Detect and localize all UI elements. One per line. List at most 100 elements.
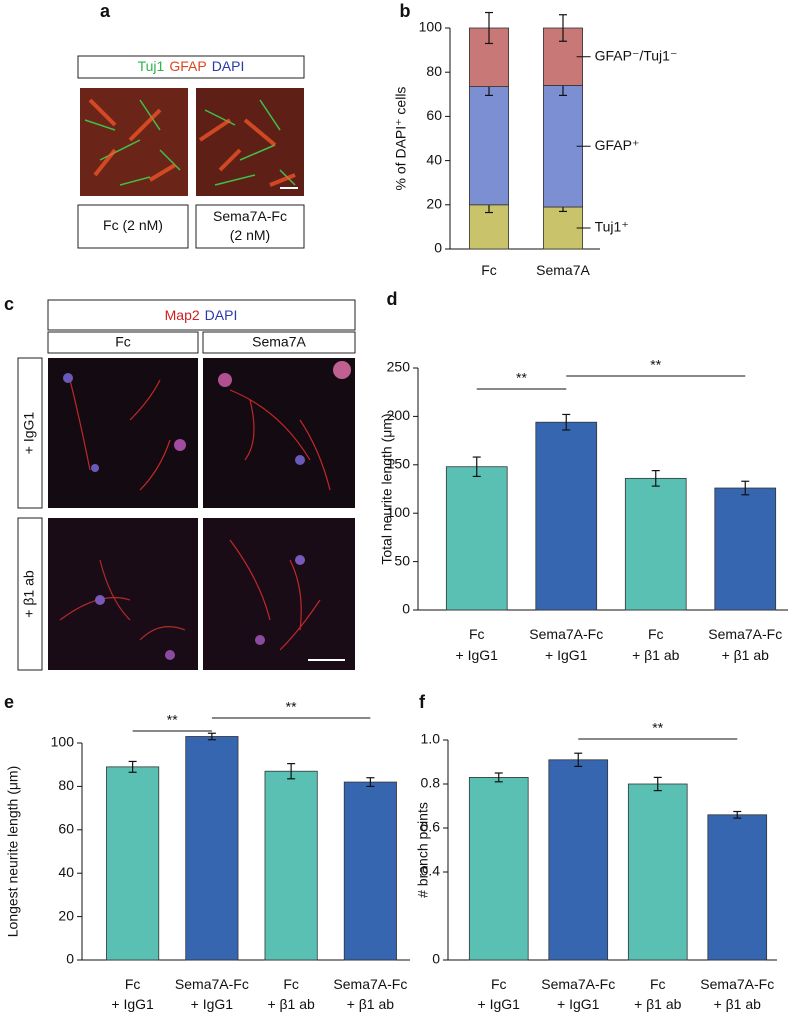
x-tick-label: Fc [481, 262, 497, 278]
significance-label: ** [516, 370, 527, 386]
text-line: + β1 ab [267, 996, 315, 1012]
micrograph [48, 358, 198, 508]
x-tick-label: Fc + IgG1 [456, 626, 499, 663]
x-tick-label: Sema7A-Fc + IgG1 [529, 626, 603, 663]
text-line: + β1 ab [634, 996, 682, 1012]
y-tick-label: 0 [432, 951, 440, 967]
bar-segment [542, 206, 584, 250]
text-line: + IgG1 [191, 996, 234, 1012]
y-tick-label: 100 [387, 504, 411, 520]
y-tick-label: 50 [394, 552, 410, 568]
text-line: (2 nM) [230, 227, 270, 243]
y-tick-label: 0 [434, 240, 442, 256]
text-line: Sema7A-Fc [175, 976, 249, 992]
bar [535, 421, 598, 611]
x-tick-label: Fc + β1 ab [267, 976, 315, 1012]
y-tick-label: 80 [426, 63, 442, 79]
legend-label: GFAP⁺ [595, 137, 640, 153]
panel-label: f [419, 692, 426, 712]
y-tick-label: 100 [419, 19, 443, 35]
text-line: + IgG1 [111, 996, 154, 1012]
text-line: Fc [283, 976, 299, 992]
x-tick-label: Sema7A-Fc + IgG1 [175, 976, 249, 1012]
stain: GFAP [169, 58, 206, 74]
text-line: Fc [650, 976, 666, 992]
bar [185, 736, 239, 961]
y-tick-label: 1.0 [421, 731, 441, 747]
condition-box [195, 204, 305, 249]
bar [548, 759, 609, 961]
legend-label: Tuj1⁺ [595, 219, 629, 235]
y-axis-title: % of DAPI⁺ cells [393, 87, 409, 191]
text-line: Fc [491, 976, 507, 992]
x-tick-label: Fc + IgG1 [478, 976, 521, 1012]
text-line: + IgG1 [478, 996, 521, 1012]
row-label: + IgG1 [21, 412, 37, 455]
text-line: Fc [469, 626, 485, 642]
y-tick-label: 60 [426, 107, 442, 123]
text-line: Fc [125, 976, 141, 992]
stain: DAPI [205, 307, 238, 323]
text-line: Sema7A-Fc [333, 976, 407, 992]
x-tick-label: Sema7A [536, 262, 590, 278]
y-axis-title: # branch points [415, 802, 431, 898]
column-label: Fc [115, 334, 131, 350]
text-line: Sema7A-Fc [700, 976, 774, 992]
micrograph [196, 88, 304, 196]
legend-label: GFAP⁻/Tuj1⁻ [595, 47, 678, 63]
micrograph [203, 518, 355, 670]
text-line: + β1 ab [632, 647, 680, 663]
y-tick-label: 150 [387, 456, 411, 472]
column-label: Sema7A [252, 334, 306, 350]
panel-label: a [100, 1, 111, 21]
text-line: Fc [648, 626, 664, 642]
condition-label: Sema7A-Fc (2 nM) [213, 208, 287, 243]
y-tick-label: 20 [426, 196, 442, 212]
y-tick-label: 60 [58, 821, 74, 837]
condition-label: Fc (2 nM) [103, 217, 163, 233]
stain: Map2 [165, 307, 200, 323]
row-label: + β1 ab [21, 570, 37, 618]
bar [445, 466, 508, 611]
y-tick-label: 40 [58, 864, 74, 880]
y-tick-label: 0 [66, 951, 74, 967]
stain: DAPI [212, 58, 245, 74]
y-axis-title: Longest neurite length (μm) [5, 766, 21, 938]
text-line: + IgG1 [557, 996, 600, 1012]
stain-box [77, 55, 305, 79]
micrograph [203, 358, 355, 508]
x-tick-label: Fc + β1 ab [632, 626, 680, 663]
panel-label: c [4, 294, 14, 314]
text-line: Sema7A-Fc [213, 208, 287, 224]
micrograph [48, 518, 198, 670]
y-tick-label: 200 [387, 407, 411, 423]
bar [106, 766, 160, 961]
x-tick-label: Sema7A-Fc + β1 ab [333, 976, 407, 1012]
text-line: Fc (2 nM) [103, 217, 163, 233]
text-line: + β1 ab [347, 996, 395, 1012]
column-box [47, 331, 199, 354]
stain-box [47, 299, 356, 331]
stain-legend: Map2 DAPI [165, 307, 238, 323]
text-line: + β1 ab [722, 647, 770, 663]
row-box [17, 357, 43, 509]
bar [468, 777, 529, 961]
text-line: + β1 ab [714, 996, 762, 1012]
x-tick-label: Sema7A-Fc + IgG1 [541, 976, 615, 1012]
stain-legend: Tuj1 GFAP DAPI [138, 58, 245, 74]
bar [264, 770, 318, 961]
y-tick-label: 80 [58, 777, 74, 793]
stain: Tuj1 [138, 58, 165, 74]
row-box [17, 517, 43, 671]
condition-box [77, 204, 189, 249]
text-line: Sema7A-Fc [708, 626, 782, 642]
bar [343, 781, 397, 961]
y-tick-label: 20 [58, 907, 74, 923]
panel-label: b [400, 1, 411, 21]
panel-label: d [387, 289, 398, 309]
y-axis-title: Total neurite length (μm) [379, 413, 395, 564]
significance-label: ** [652, 720, 663, 736]
panel-label: e [4, 692, 14, 712]
significance-label: ** [286, 699, 297, 715]
micrograph [80, 88, 188, 196]
